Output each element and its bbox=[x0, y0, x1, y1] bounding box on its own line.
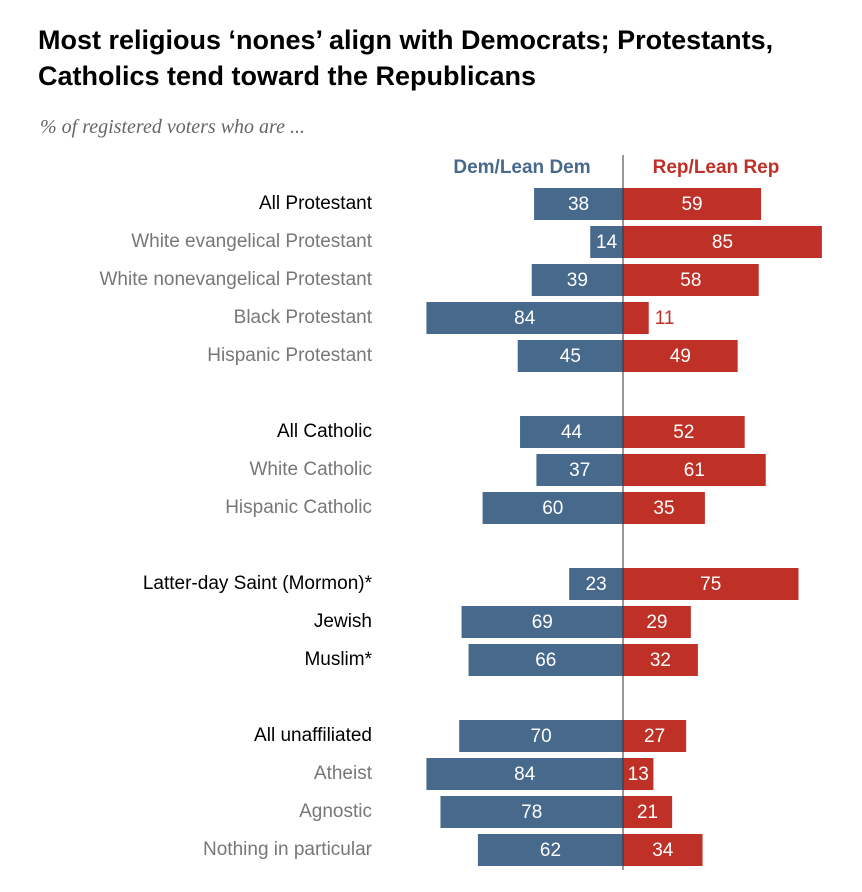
value-label: 85 bbox=[712, 232, 733, 253]
value-label: 23 bbox=[586, 574, 607, 595]
value-label: 27 bbox=[644, 726, 665, 747]
value-label: 14 bbox=[596, 232, 618, 253]
legend-label: Rep/Lean Rep bbox=[653, 157, 780, 178]
value-label: 69 bbox=[532, 612, 553, 633]
category-label: Black Protestant bbox=[234, 307, 373, 328]
bar bbox=[426, 302, 623, 334]
bar bbox=[461, 606, 623, 638]
value-label: 59 bbox=[681, 194, 702, 215]
value-label: 37 bbox=[569, 460, 590, 481]
value-label: 35 bbox=[653, 498, 674, 519]
bar bbox=[623, 226, 822, 258]
bar bbox=[623, 568, 799, 600]
bar bbox=[623, 644, 698, 676]
value-label: 29 bbox=[646, 612, 667, 633]
bar bbox=[623, 606, 691, 638]
category-label: Atheist bbox=[314, 763, 373, 784]
bar bbox=[590, 226, 623, 258]
bar bbox=[477, 834, 623, 866]
bar bbox=[459, 720, 623, 752]
category-label: Agnostic bbox=[299, 801, 372, 822]
bar bbox=[520, 416, 623, 448]
value-label: 11 bbox=[655, 308, 675, 329]
category-label: All Protestant bbox=[259, 193, 373, 214]
value-label: 39 bbox=[567, 270, 588, 291]
bar bbox=[623, 264, 759, 296]
bar bbox=[482, 492, 623, 524]
value-label: 32 bbox=[650, 650, 671, 671]
category-label: White evangelical Protestant bbox=[131, 231, 373, 252]
category-label: Nothing in particular bbox=[203, 839, 373, 860]
category-label: All unaffiliated bbox=[254, 725, 372, 746]
value-label: 38 bbox=[568, 194, 589, 215]
value-label: 44 bbox=[561, 422, 583, 443]
value-label: 61 bbox=[684, 460, 705, 481]
value-label: 21 bbox=[637, 802, 658, 823]
bar bbox=[623, 302, 649, 334]
value-label: 49 bbox=[670, 346, 691, 367]
bar bbox=[623, 796, 673, 828]
chart-title: Most religious ‘nones’ align with Democr… bbox=[38, 25, 774, 91]
bar bbox=[534, 188, 623, 220]
category-label: White nonevangelical Protestant bbox=[100, 269, 373, 290]
category-label: Jewish bbox=[314, 611, 372, 632]
category-label: Hispanic Protestant bbox=[207, 345, 372, 366]
category-label: Hispanic Catholic bbox=[225, 497, 372, 518]
legend-label: Dem/Lean Dem bbox=[453, 157, 590, 178]
bar bbox=[623, 834, 703, 866]
bar bbox=[517, 340, 623, 372]
category-label: All Catholic bbox=[277, 421, 372, 442]
value-label: 66 bbox=[535, 650, 556, 671]
category-label: White Catholic bbox=[250, 459, 373, 480]
bar bbox=[623, 340, 738, 372]
bar bbox=[623, 416, 745, 448]
value-label: 45 bbox=[560, 346, 581, 367]
bar bbox=[440, 796, 623, 828]
bar bbox=[569, 568, 623, 600]
bar bbox=[623, 454, 766, 486]
value-label: 52 bbox=[673, 422, 694, 443]
bar bbox=[536, 454, 623, 486]
value-label: 84 bbox=[514, 764, 536, 785]
value-label: 78 bbox=[521, 802, 542, 823]
bar bbox=[623, 758, 654, 790]
bar bbox=[426, 758, 623, 790]
value-label: 60 bbox=[542, 498, 563, 519]
value-label: 62 bbox=[540, 840, 561, 861]
value-label: 70 bbox=[531, 726, 552, 747]
bar bbox=[531, 264, 623, 296]
bar bbox=[623, 188, 762, 220]
bar bbox=[468, 644, 623, 676]
bar bbox=[623, 492, 705, 524]
chart-subtitle: % of registered voters who are ... bbox=[40, 116, 305, 138]
bar bbox=[623, 720, 687, 752]
value-label: 75 bbox=[700, 574, 721, 595]
value-label: 84 bbox=[514, 308, 536, 329]
value-label: 58 bbox=[680, 270, 701, 291]
value-label: 34 bbox=[652, 840, 674, 861]
category-label: Muslim* bbox=[304, 649, 372, 670]
value-label: 13 bbox=[628, 764, 649, 785]
category-label: Latter-day Saint (Mormon)* bbox=[143, 573, 373, 594]
